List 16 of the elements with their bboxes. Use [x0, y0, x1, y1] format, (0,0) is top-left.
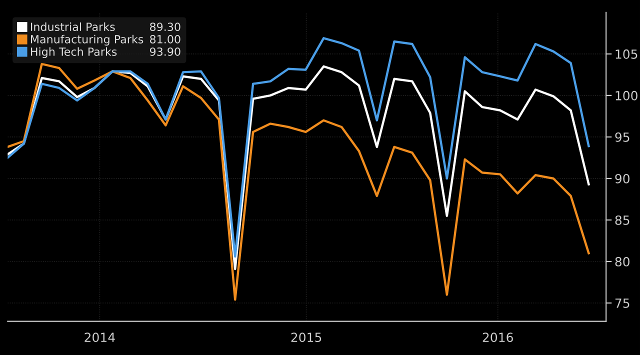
annotation: 81.00	[150, 35, 180, 44]
legend-label: High Tech Parks	[30, 47, 117, 58]
y-tick-label: 100	[616, 90, 638, 100]
y-tick-label: 80	[615, 256, 630, 266]
annotation: 93.90	[150, 47, 180, 56]
legend-label: Industrial Parks	[30, 22, 115, 32]
x-tick-label: 2015	[291, 332, 322, 342]
x-tick-label: 2016	[482, 332, 513, 342]
legend-label: Manufacturing Parks	[30, 34, 144, 46]
annotation: 89.30	[150, 22, 180, 32]
y-tick-label: 85	[615, 215, 630, 225]
y-tick-label: 90	[615, 174, 630, 184]
y-tick-label: 95	[615, 132, 630, 142]
y-tick-label: 105	[616, 49, 638, 59]
y-tick-label: 75	[615, 298, 630, 308]
x-tick-label: 2014	[84, 332, 115, 342]
